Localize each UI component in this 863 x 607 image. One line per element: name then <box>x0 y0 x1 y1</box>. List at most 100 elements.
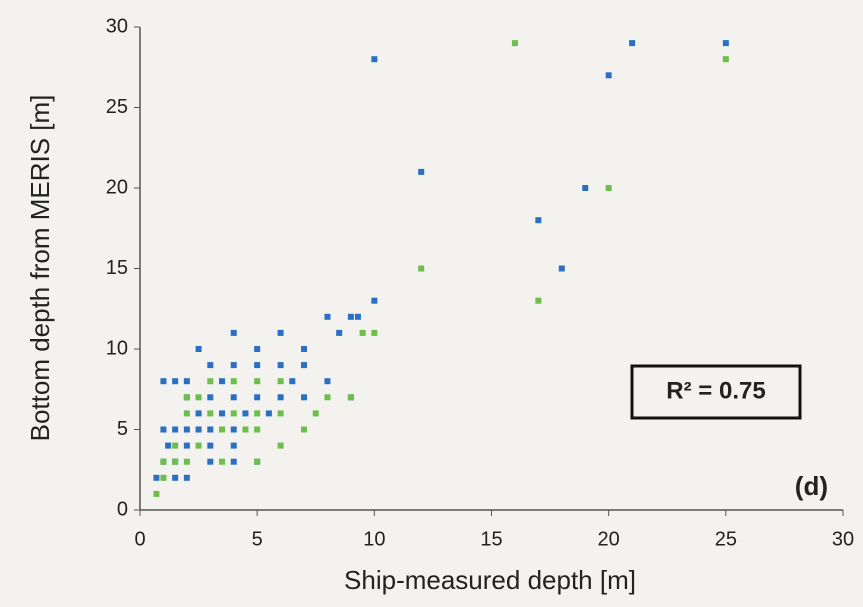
point <box>165 442 172 449</box>
point <box>605 72 612 79</box>
x-tick-label: 20 <box>598 528 620 550</box>
x-axis-label: Ship-measured depth [m] <box>344 565 636 595</box>
point <box>230 394 237 401</box>
y-tick-label: 5 <box>117 418 128 440</box>
point <box>219 378 226 385</box>
point <box>347 394 354 401</box>
point <box>153 474 160 481</box>
point <box>347 313 354 320</box>
point <box>277 410 284 417</box>
point <box>195 410 202 417</box>
point <box>511 40 518 47</box>
point <box>195 426 202 433</box>
point <box>289 378 296 385</box>
point <box>230 329 237 336</box>
point <box>312 410 319 417</box>
point <box>183 426 190 433</box>
x-tick-label: 10 <box>363 528 385 550</box>
point <box>207 442 214 449</box>
point <box>254 346 261 352</box>
point <box>722 40 729 47</box>
point <box>277 394 284 401</box>
point <box>230 410 237 417</box>
y-tick-label: 25 <box>106 96 128 118</box>
point <box>277 329 284 336</box>
point <box>172 378 179 385</box>
point <box>230 362 237 369</box>
point <box>359 329 366 336</box>
x-tick-label: 5 <box>252 528 263 550</box>
point <box>254 426 261 433</box>
x-tick-label: 25 <box>715 528 737 550</box>
point <box>629 40 636 47</box>
point <box>207 458 214 465</box>
point <box>195 346 202 352</box>
point <box>160 426 167 433</box>
point <box>183 474 190 481</box>
point <box>277 362 284 369</box>
point <box>172 458 179 465</box>
point <box>195 442 202 449</box>
point <box>219 426 226 433</box>
point <box>207 410 214 417</box>
x-tick-label: 15 <box>480 528 502 550</box>
point <box>183 378 190 385</box>
point <box>254 394 261 401</box>
y-axis-label: Bottom depth from MERIS [m] <box>25 95 55 442</box>
point <box>371 329 378 336</box>
y-tick-label: 10 <box>106 337 128 359</box>
point <box>207 394 214 401</box>
point <box>582 185 589 191</box>
point <box>277 442 284 449</box>
point <box>183 458 190 465</box>
point <box>172 426 179 433</box>
point <box>160 378 167 385</box>
point <box>160 458 167 465</box>
point <box>371 56 378 63</box>
r2-annotation: R² = 0.75 <box>666 377 765 404</box>
point <box>418 265 425 272</box>
point <box>172 442 179 449</box>
point <box>230 426 237 433</box>
point <box>301 426 308 433</box>
y-tick-label: 20 <box>106 176 128 198</box>
point <box>254 362 261 369</box>
y-tick-label: 0 <box>117 498 128 520</box>
point <box>242 410 249 417</box>
point <box>605 185 612 191</box>
point <box>336 329 343 336</box>
annotation-box <box>630 364 802 420</box>
point <box>207 378 214 385</box>
point <box>219 410 226 417</box>
point <box>183 394 190 401</box>
point <box>207 426 214 433</box>
point <box>183 410 190 417</box>
point <box>254 378 261 385</box>
panel-label: (d) <box>795 471 828 501</box>
point <box>277 378 284 385</box>
point <box>301 394 308 401</box>
point <box>324 394 331 401</box>
point <box>254 410 261 417</box>
point <box>230 378 237 385</box>
point <box>722 56 729 63</box>
point <box>153 490 160 497</box>
point <box>301 362 308 369</box>
x-tick-label: 0 <box>134 528 145 550</box>
point <box>324 313 331 320</box>
y-tick-label: 15 <box>106 257 128 279</box>
point <box>172 474 179 481</box>
point <box>535 217 542 224</box>
point <box>371 297 378 304</box>
point <box>301 346 308 352</box>
point <box>160 474 167 481</box>
point <box>230 458 237 465</box>
point <box>207 362 214 369</box>
point <box>535 297 542 304</box>
point <box>354 313 361 320</box>
point <box>195 394 202 401</box>
y-tick-label: 30 <box>106 15 128 37</box>
point <box>265 410 272 417</box>
